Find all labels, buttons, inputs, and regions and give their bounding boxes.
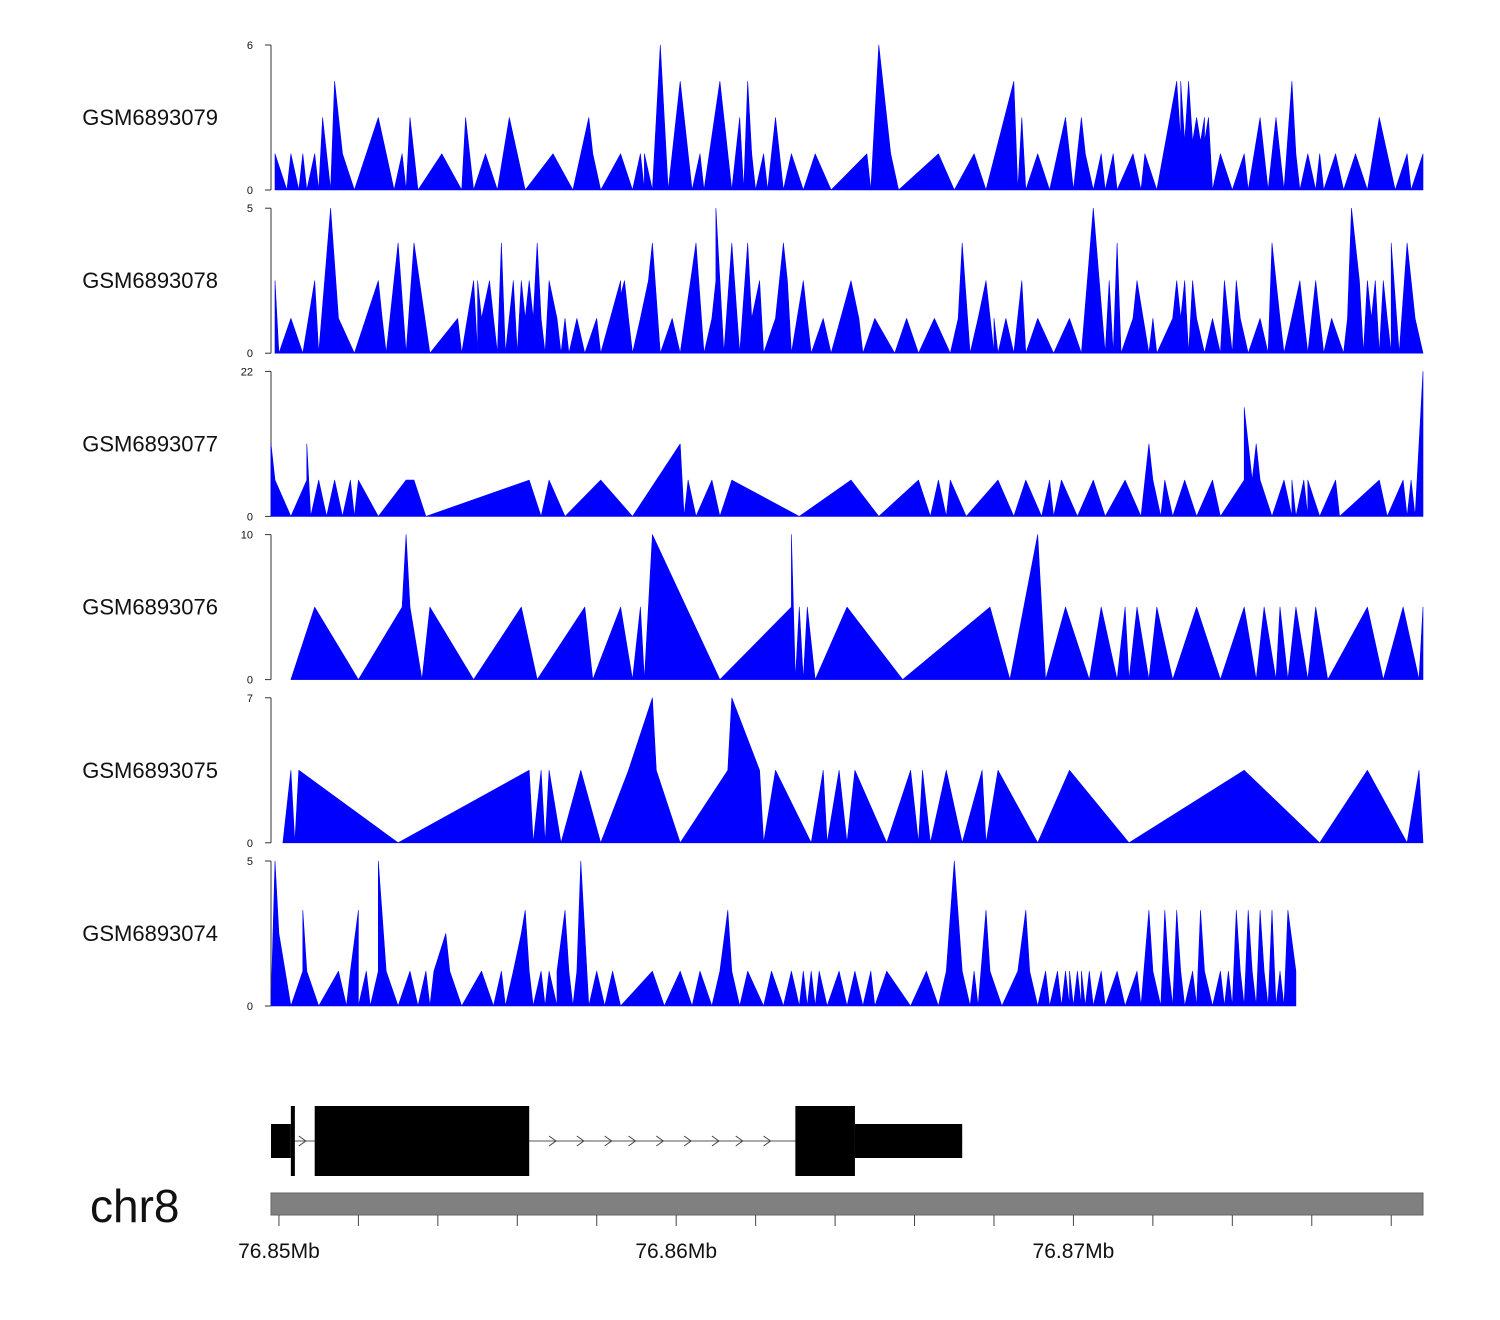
exon-coding	[795, 1106, 855, 1176]
strand-arrow	[604, 1135, 613, 1147]
y-tick-label-min: 0	[247, 185, 253, 197]
y-tick-label-min: 0	[247, 1001, 253, 1013]
y-tick-label-min: 0	[247, 511, 253, 523]
signal-area	[270, 371, 1424, 517]
exon-coding	[290, 1106, 295, 1176]
track-GSM6893074: GSM6893074 5 0	[82, 856, 1297, 1013]
strand-arrow	[763, 1135, 772, 1147]
track-GSM6893075: GSM6893075 7 0	[82, 693, 1424, 850]
y-tick-label-max: 6	[247, 40, 253, 52]
track-label: GSM6893078	[82, 268, 218, 293]
exon-utr	[854, 1124, 963, 1158]
track-GSM6893077: GSM6893077 22 0	[82, 366, 1424, 523]
y-tick-label-min: 0	[247, 838, 253, 850]
signal-area	[274, 44, 1424, 191]
track-label: GSM6893074	[82, 921, 218, 946]
track-label: GSM6893079	[82, 105, 218, 130]
track-GSM6893076: GSM6893076 10 0	[82, 530, 1424, 687]
y-tick-label-max: 10	[241, 530, 253, 542]
chromosome-ideogram: chr8	[90, 1180, 1424, 1232]
chromosome-label: chr8	[90, 1180, 179, 1232]
track-GSM6893079: GSM6893079 6 0	[82, 40, 1424, 197]
signal-area	[282, 697, 1424, 844]
gene-model	[271, 1106, 963, 1176]
signal-area	[270, 860, 1297, 1007]
strand-arrow	[656, 1135, 665, 1147]
data-tracks: GSM689307960GSM689307850GSM6893077220GSM…	[82, 40, 1424, 1013]
track-label: GSM6893075	[82, 758, 218, 783]
strand-arrow	[298, 1135, 307, 1147]
exon-utr	[271, 1124, 291, 1158]
x-tick-label: 76.86Mb	[635, 1240, 717, 1263]
exon-coding	[314, 1106, 530, 1176]
track-GSM6893078: GSM6893078 5 0	[82, 203, 1424, 360]
strand-arrow	[711, 1135, 720, 1147]
strand-arrow	[576, 1135, 585, 1147]
y-tick-label-max: 5	[247, 203, 253, 215]
y-tick-label-min: 0	[247, 348, 253, 360]
y-tick-label-max: 5	[247, 856, 253, 868]
ideogram-bar	[270, 1192, 1424, 1216]
track-label: GSM6893076	[82, 595, 218, 620]
y-tick-label-max: 7	[247, 693, 253, 705]
signal-area	[274, 207, 1424, 354]
signal-area	[290, 534, 1424, 680]
strand-arrow	[735, 1135, 744, 1147]
strand-arrow	[548, 1135, 557, 1147]
y-tick-label-max: 22	[241, 366, 253, 378]
track-label: GSM6893077	[82, 431, 218, 456]
genomic-axis: 76.85Mb 76.86Mb 76.87Mb	[238, 1215, 1392, 1263]
strand-arrow	[628, 1135, 637, 1147]
y-tick-label-min: 0	[247, 675, 253, 687]
strand-arrow	[683, 1135, 692, 1147]
x-tick-label: 76.87Mb	[1033, 1240, 1115, 1263]
x-tick-label: 76.85Mb	[238, 1240, 320, 1263]
